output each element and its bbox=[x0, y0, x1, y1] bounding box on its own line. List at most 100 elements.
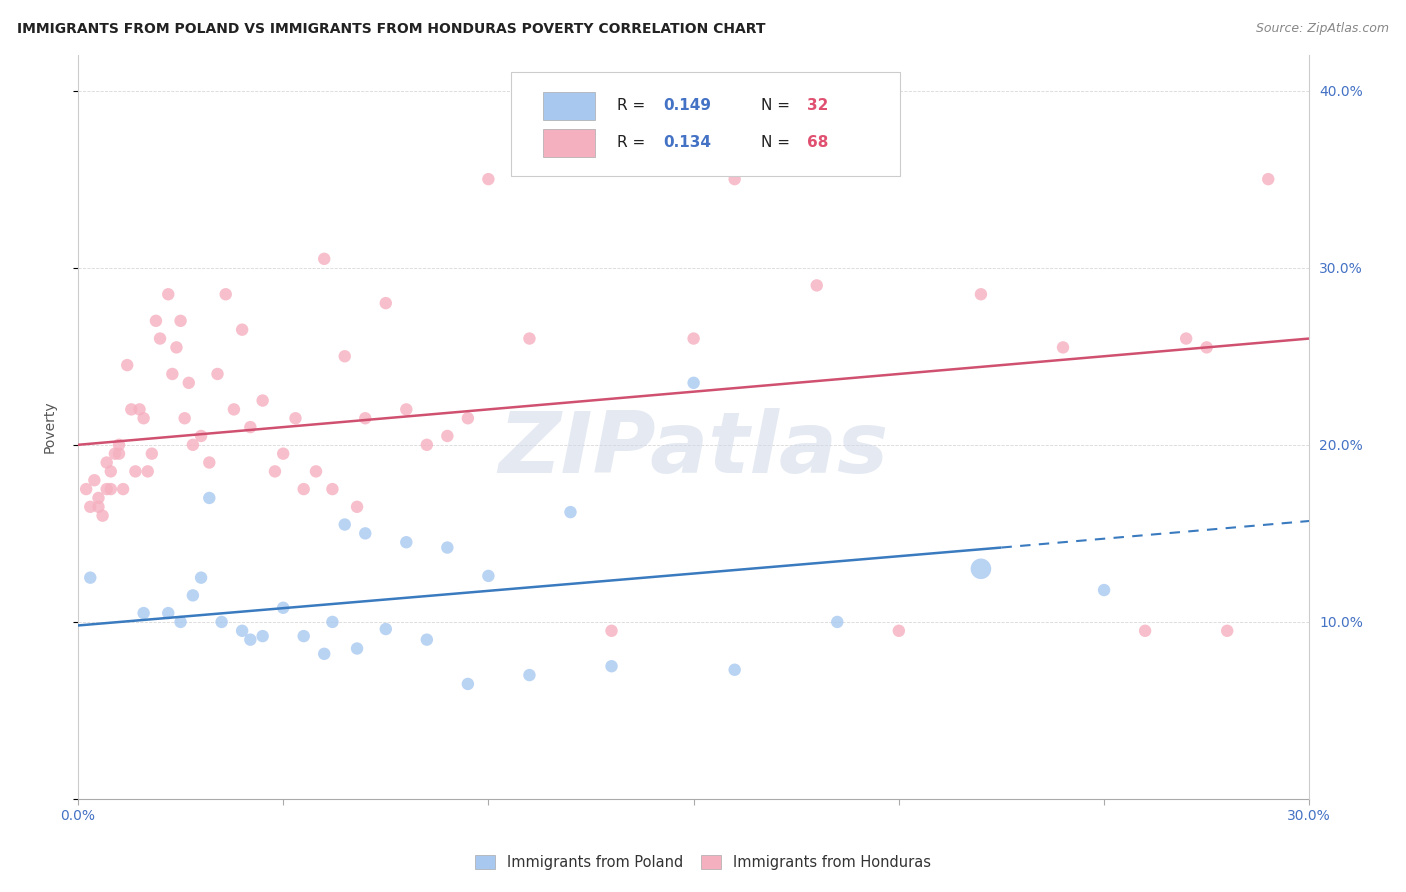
Text: R =: R = bbox=[617, 98, 651, 113]
Text: 0.149: 0.149 bbox=[662, 98, 711, 113]
Point bbox=[145, 314, 167, 328]
Point bbox=[104, 447, 127, 461]
Point bbox=[198, 491, 221, 505]
Point bbox=[79, 571, 101, 585]
Point bbox=[395, 535, 418, 549]
Point bbox=[211, 615, 233, 629]
Point bbox=[112, 482, 135, 496]
Point bbox=[157, 287, 180, 301]
Point bbox=[100, 482, 122, 496]
Point bbox=[157, 606, 180, 620]
Point bbox=[239, 632, 262, 647]
Point bbox=[436, 429, 458, 443]
Point bbox=[560, 505, 582, 519]
Point bbox=[724, 663, 747, 677]
Point bbox=[436, 541, 458, 555]
Point bbox=[108, 447, 131, 461]
Point bbox=[173, 411, 195, 425]
Point bbox=[374, 296, 396, 310]
Point bbox=[108, 438, 131, 452]
Text: 68: 68 bbox=[807, 136, 828, 151]
Point bbox=[75, 482, 97, 496]
Point bbox=[477, 172, 499, 186]
Point bbox=[264, 464, 287, 478]
Point bbox=[207, 367, 229, 381]
Point bbox=[887, 624, 910, 638]
Point bbox=[806, 278, 828, 293]
Text: R =: R = bbox=[617, 136, 651, 151]
Point bbox=[190, 429, 212, 443]
Point bbox=[91, 508, 114, 523]
Point bbox=[100, 464, 122, 478]
Point bbox=[457, 411, 479, 425]
Point bbox=[87, 500, 110, 514]
Point bbox=[132, 606, 155, 620]
Point bbox=[83, 473, 105, 487]
Point bbox=[970, 287, 993, 301]
Point bbox=[827, 615, 849, 629]
Point bbox=[314, 252, 336, 266]
Point bbox=[600, 659, 623, 673]
Point bbox=[181, 588, 204, 602]
Point bbox=[333, 349, 356, 363]
Text: N =: N = bbox=[761, 136, 796, 151]
Point bbox=[1195, 340, 1218, 354]
Point bbox=[271, 600, 294, 615]
Point bbox=[120, 402, 142, 417]
Point bbox=[346, 500, 368, 514]
Point bbox=[271, 447, 294, 461]
Point bbox=[724, 172, 747, 186]
Point bbox=[354, 411, 377, 425]
FancyBboxPatch shape bbox=[512, 71, 900, 177]
Point bbox=[682, 332, 704, 346]
Point bbox=[1133, 624, 1156, 638]
Point bbox=[222, 402, 245, 417]
Point bbox=[177, 376, 200, 390]
Point bbox=[314, 647, 336, 661]
Point bbox=[1216, 624, 1239, 638]
Point bbox=[682, 376, 704, 390]
Point bbox=[457, 677, 479, 691]
Point bbox=[292, 629, 315, 643]
Point bbox=[354, 526, 377, 541]
Point bbox=[519, 332, 541, 346]
Point bbox=[305, 464, 328, 478]
Point bbox=[416, 438, 439, 452]
Bar bbox=[543, 128, 595, 157]
Point bbox=[519, 668, 541, 682]
Point bbox=[96, 456, 118, 470]
Point bbox=[87, 491, 110, 505]
Point bbox=[239, 420, 262, 434]
Point bbox=[1052, 340, 1074, 354]
Point bbox=[560, 136, 582, 151]
Point bbox=[141, 447, 163, 461]
Point bbox=[115, 358, 138, 372]
Point bbox=[1175, 332, 1198, 346]
Point bbox=[395, 402, 418, 417]
Point bbox=[346, 641, 368, 656]
Point bbox=[970, 562, 993, 576]
Point bbox=[600, 624, 623, 638]
Point bbox=[79, 500, 101, 514]
Text: IMMIGRANTS FROM POLAND VS IMMIGRANTS FROM HONDURAS POVERTY CORRELATION CHART: IMMIGRANTS FROM POLAND VS IMMIGRANTS FRO… bbox=[17, 22, 765, 37]
Point bbox=[1257, 172, 1279, 186]
Point bbox=[128, 402, 150, 417]
Point bbox=[252, 393, 274, 408]
Point bbox=[198, 456, 221, 470]
Point bbox=[477, 569, 499, 583]
Point bbox=[231, 624, 253, 638]
Point bbox=[96, 482, 118, 496]
Point bbox=[1092, 582, 1115, 597]
Text: 0.134: 0.134 bbox=[662, 136, 711, 151]
Point bbox=[181, 438, 204, 452]
Text: N =: N = bbox=[761, 98, 796, 113]
Point bbox=[321, 615, 343, 629]
Point bbox=[333, 517, 356, 532]
Point bbox=[132, 411, 155, 425]
Point bbox=[149, 332, 172, 346]
Point bbox=[166, 340, 188, 354]
Point bbox=[284, 411, 307, 425]
Point bbox=[190, 571, 212, 585]
Point bbox=[416, 632, 439, 647]
Point bbox=[374, 622, 396, 636]
